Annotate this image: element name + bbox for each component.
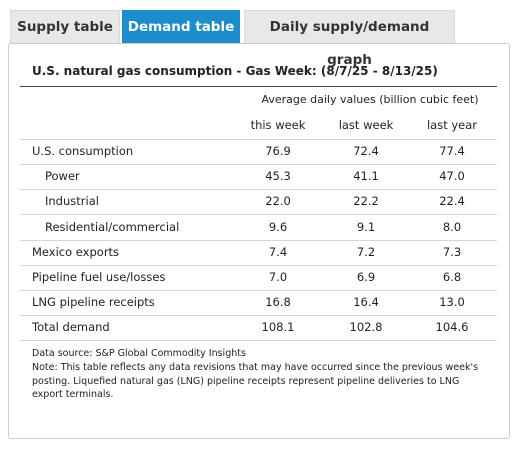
row-rule: [20, 164, 497, 165]
cell-value: 108.1: [261, 320, 295, 335]
title-rule: [20, 86, 497, 87]
row-label: Residential/commercial: [45, 219, 180, 234]
cell-value: 16.4: [353, 295, 379, 310]
cell-value: 45.3: [265, 169, 291, 184]
tab[interactable]: Daily supply/demand graph: [244, 10, 455, 68]
cell-value: 22.4: [439, 194, 465, 209]
row-label: LNG pipeline receipts: [32, 295, 155, 310]
row-label: Power: [45, 169, 80, 184]
cell-value: 72.4: [353, 144, 379, 158]
table-panel: [8, 43, 510, 439]
row-rule: [20, 340, 497, 342]
row-label: Pipeline fuel use/losses: [32, 270, 166, 284]
cell-value: 47.0: [439, 169, 465, 184]
header-rule: [20, 139, 497, 140]
column-header: this week: [250, 118, 306, 132]
cell-value: 9.6: [268, 219, 288, 234]
cell-value: 102.8: [349, 320, 383, 335]
group-header: Average daily values (billion cubic feet…: [261, 93, 479, 106]
note: Note: This table reflects any data revis…: [32, 362, 479, 400]
tab[interactable]: Demand table: [122, 10, 240, 43]
row-rule: [20, 264, 497, 266]
row-rule: [20, 214, 497, 216]
cell-value: 7.3: [442, 244, 462, 259]
cell-value: 76.9: [265, 144, 291, 158]
row-rule: [20, 189, 497, 191]
row-rule: [20, 290, 497, 291]
cell-value: 41.1: [353, 169, 379, 184]
cell-value: 7.2: [356, 244, 376, 259]
cell-value: 7.4: [268, 244, 288, 259]
row-label: Total demand: [32, 320, 110, 335]
cell-value: 6.9: [356, 270, 376, 284]
row-label: U.S. consumption: [32, 144, 134, 158]
source-note: Data source: S&P Global Commodity Insigh…: [32, 348, 246, 359]
cell-value: 8.0: [442, 219, 462, 234]
tab[interactable]: Supply table: [10, 10, 120, 43]
cell-value: 9.1: [356, 219, 376, 234]
cell-value: 16.8: [265, 295, 291, 310]
row-label: Industrial: [45, 194, 99, 209]
row-label: Mexico exports: [32, 244, 120, 259]
cell-value: 6.8: [442, 270, 462, 284]
cell-value: 22.2: [353, 194, 379, 209]
cell-value: 77.4: [439, 144, 465, 158]
row-rule: [20, 239, 497, 241]
table-title: U.S. natural gas consumption - Gas Week:…: [32, 64, 438, 78]
column-header: last week: [338, 118, 394, 132]
cell-value: 22.0: [265, 194, 291, 209]
cell-value: 13.0: [439, 295, 465, 310]
column-header: last year: [426, 118, 478, 132]
cell-value: 104.6: [435, 320, 469, 335]
row-rule: [20, 315, 497, 317]
cell-value: 7.0: [268, 270, 288, 284]
